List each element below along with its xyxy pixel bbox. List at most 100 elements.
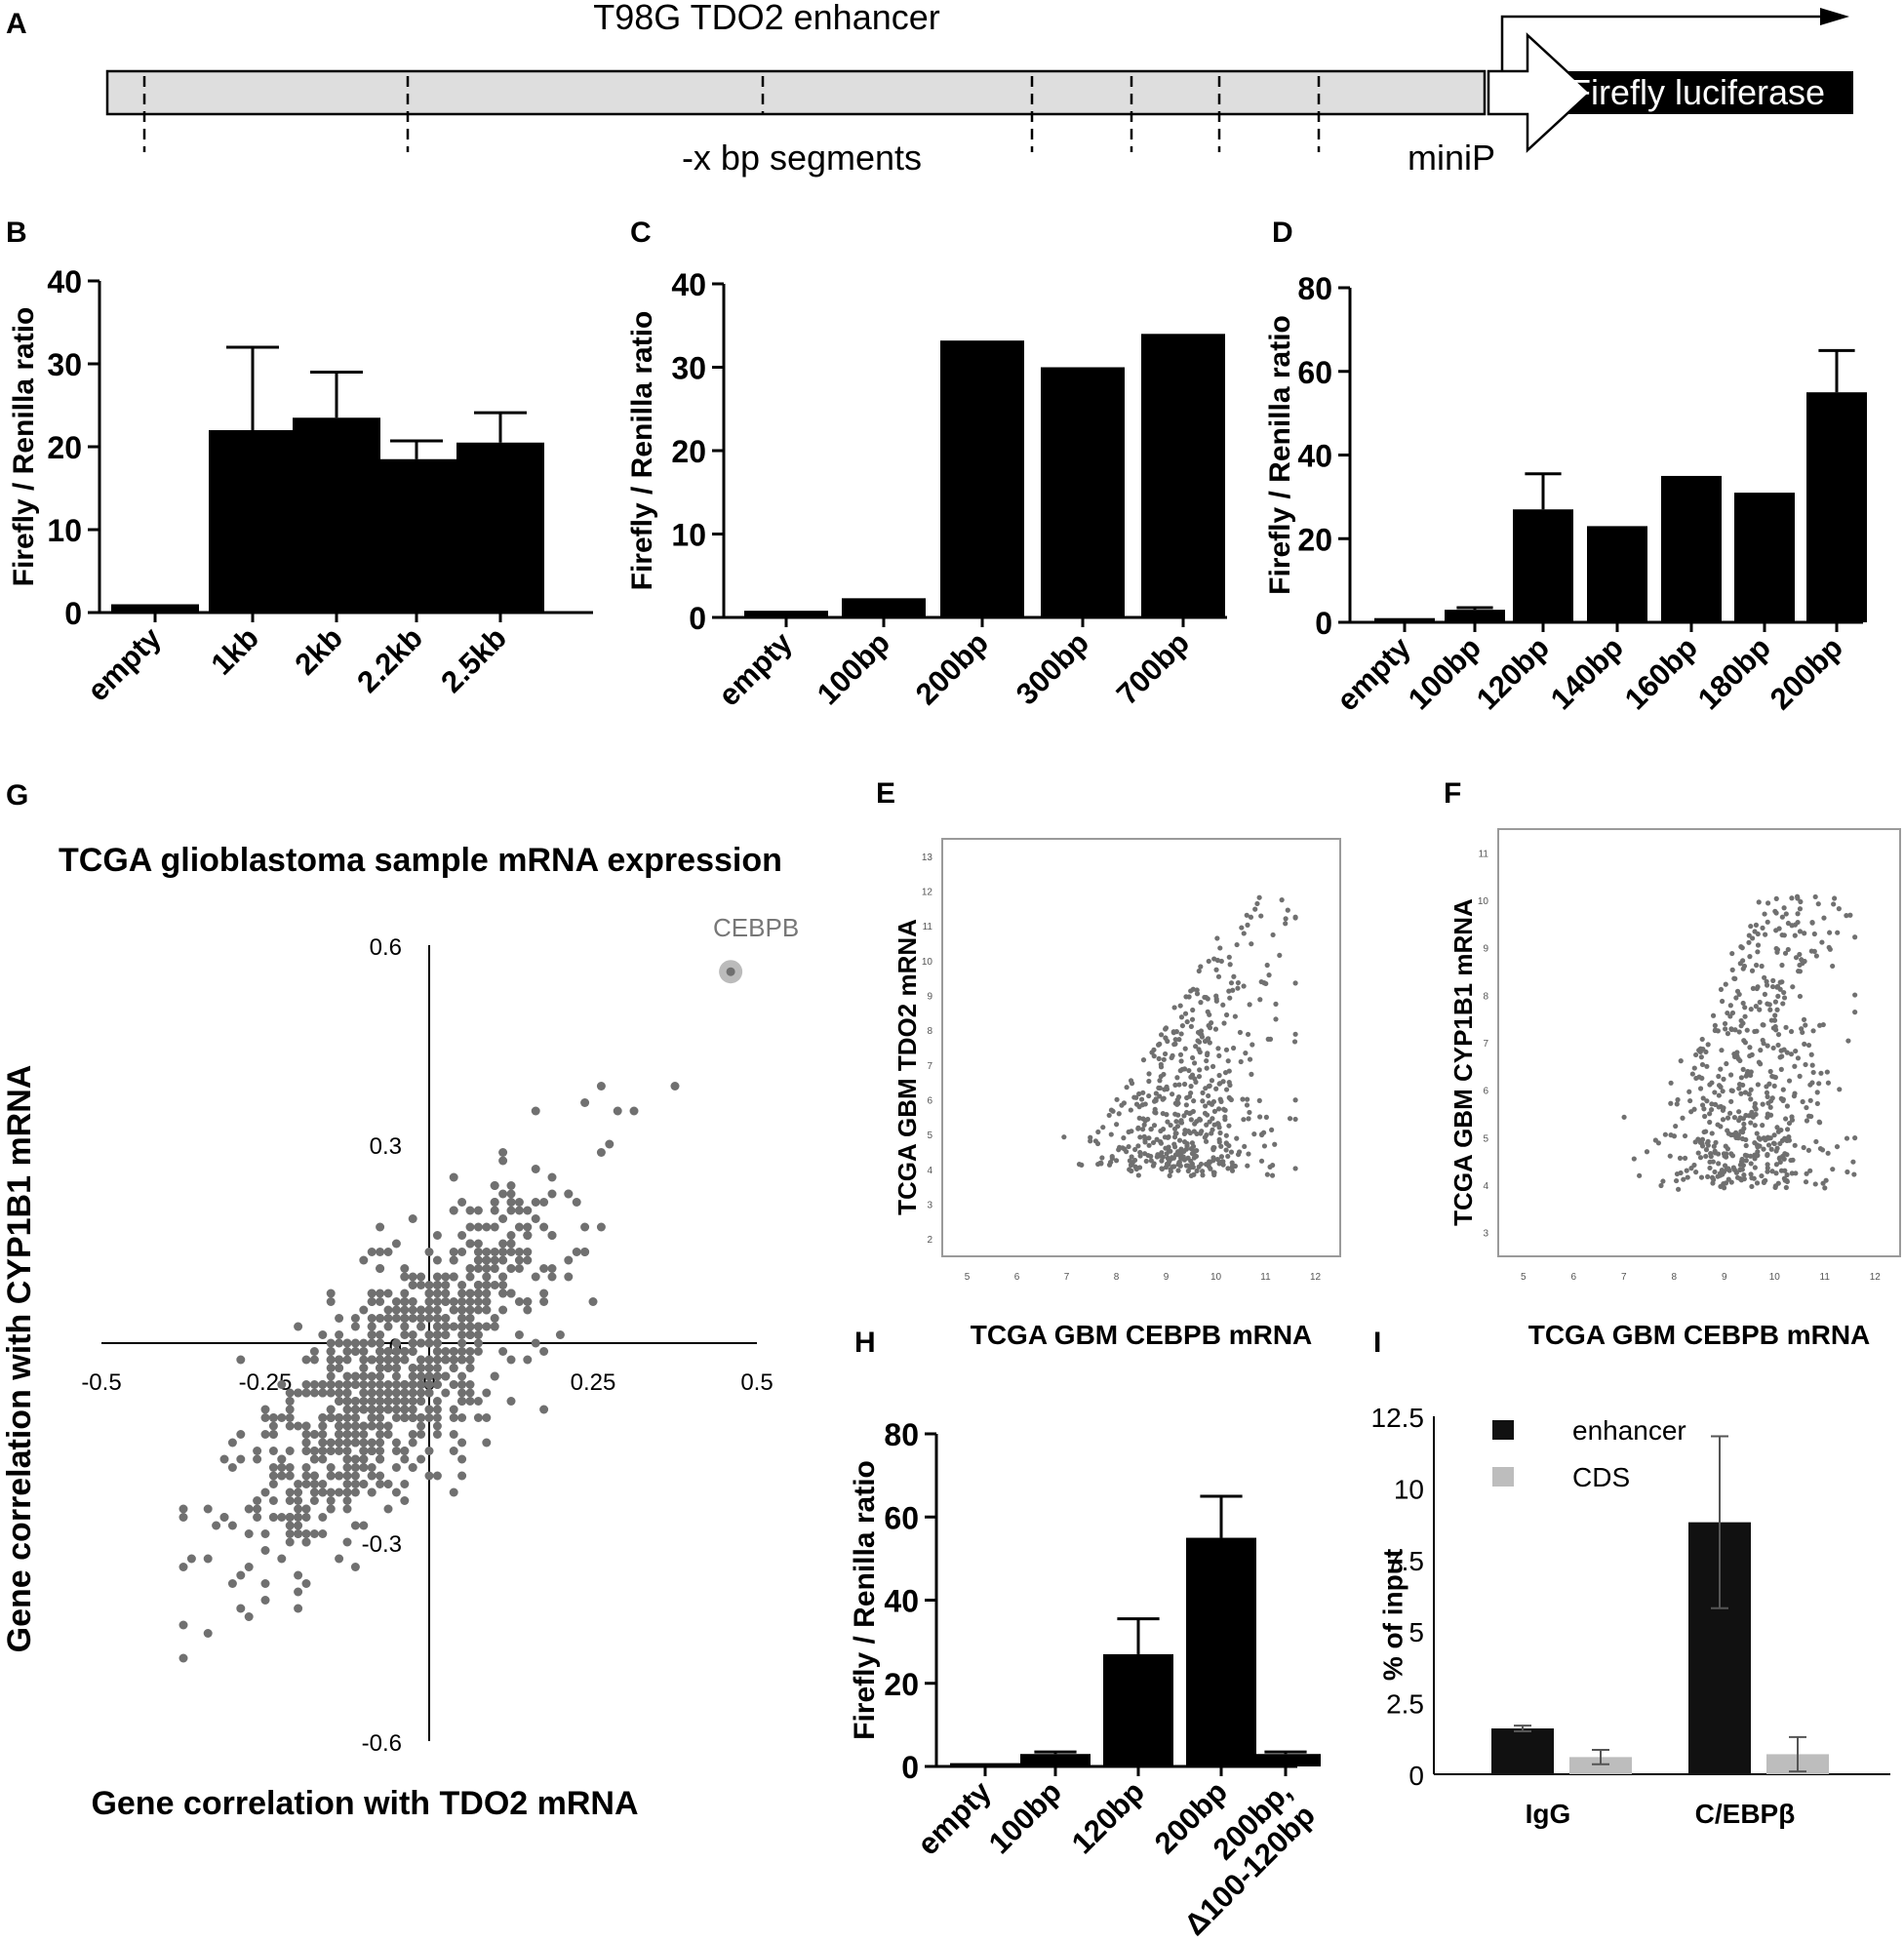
data-point: [1704, 1098, 1710, 1104]
y-tick-label: 60: [1297, 355, 1332, 390]
data-point: [1807, 1097, 1813, 1103]
data-point: [359, 1430, 369, 1439]
data-point: [294, 1421, 303, 1431]
data-point: [473, 1297, 483, 1306]
category-label: empty: [911, 1774, 999, 1862]
data-point: [318, 1388, 328, 1398]
data-point: [178, 1653, 188, 1663]
data-point: [376, 1248, 385, 1256]
data-point: [1759, 1172, 1765, 1179]
data-point: [294, 1388, 303, 1398]
data-point: [1741, 1176, 1747, 1182]
data-point: [1733, 995, 1739, 1001]
data-point: [1775, 1031, 1782, 1038]
data-point: [1755, 1082, 1761, 1088]
data-point: [457, 1314, 467, 1323]
data-point: [490, 1181, 499, 1190]
data-point: [367, 1322, 377, 1331]
data-point: [268, 1480, 278, 1488]
data-point: [1140, 1090, 1146, 1095]
data-point: [1218, 958, 1224, 965]
data-point: [400, 1330, 410, 1339]
data-point: [1164, 1084, 1170, 1090]
data-point: [498, 1239, 508, 1249]
category-label: 100bp: [982, 1774, 1068, 1860]
data-point: [1223, 1132, 1229, 1138]
data-point: [1741, 1121, 1747, 1128]
data-point: [1708, 1107, 1715, 1113]
segments-label: -x bp segments: [682, 138, 922, 178]
data-point: [1748, 923, 1754, 930]
data-point: [1778, 1168, 1785, 1173]
data-point: [1770, 1140, 1777, 1146]
data-point: [219, 1513, 229, 1522]
data-point: [1225, 1153, 1231, 1160]
category-label-line: empty: [712, 625, 800, 713]
data-point: [1128, 1078, 1134, 1084]
data-point: [416, 1305, 426, 1315]
data-point: [1811, 931, 1817, 937]
data-point: [531, 1106, 540, 1116]
data-point: [342, 1405, 352, 1414]
data-point: [1749, 968, 1756, 973]
data-point: [596, 1082, 606, 1090]
category-label: 1kb: [204, 620, 265, 682]
data-point: [376, 1264, 385, 1273]
data-point: [416, 1413, 426, 1422]
bar: [1491, 1728, 1554, 1774]
data-point: [1245, 1031, 1251, 1038]
data-point: [1291, 1039, 1298, 1045]
data-point: [498, 1148, 508, 1157]
category-label: 200bp,Δ100-120bp: [1154, 1774, 1322, 1942]
data-point: [482, 1413, 492, 1422]
data-point: [465, 1397, 475, 1406]
y-tick-label: 80: [884, 1417, 919, 1452]
data-point: [490, 1322, 499, 1331]
data-point: [376, 1380, 385, 1389]
data-point: [1223, 1087, 1230, 1092]
data-point: [1772, 1012, 1778, 1018]
data-point: [1761, 1179, 1767, 1185]
data-point: [1719, 1048, 1725, 1053]
data-point: [1776, 1155, 1783, 1161]
data-point: [1283, 916, 1289, 922]
data-point: [1769, 983, 1776, 990]
data-point: [1106, 1112, 1112, 1119]
data-point: [1844, 1169, 1850, 1175]
data-point: [408, 1371, 417, 1381]
data-point: [432, 1314, 442, 1323]
data-point: [1793, 1048, 1799, 1054]
data-point: [1204, 1065, 1210, 1071]
data-point: [1244, 912, 1250, 918]
data-point: [350, 1413, 360, 1422]
y-tick-label: 0: [901, 1750, 919, 1785]
data-point: [318, 1430, 328, 1439]
data-point: [1061, 1134, 1067, 1140]
data-point: [1697, 1155, 1704, 1161]
data-point: [1789, 1170, 1795, 1176]
x-tick-label: 10: [1769, 1272, 1781, 1283]
data-point: [1727, 1110, 1733, 1116]
data-point: [432, 1289, 442, 1298]
data-point: [301, 1380, 311, 1389]
data-point: [1218, 1143, 1224, 1149]
data-point: [1795, 911, 1801, 917]
data-point: [285, 1487, 295, 1497]
data-point: [1292, 1166, 1298, 1171]
data-point: [253, 1496, 262, 1505]
data-point: [1844, 913, 1849, 919]
data-point: [1830, 1167, 1836, 1172]
data-point: [1142, 1151, 1148, 1157]
chart-c: 0 10 20 30 40 Firefly / Renilla ratio empty 100…: [626, 267, 1227, 713]
data-point: [342, 1480, 352, 1488]
data-point: [326, 1364, 336, 1372]
data-point: [285, 1397, 295, 1406]
data-point: [294, 1604, 303, 1613]
data-point: [1774, 1007, 1780, 1012]
x-tick-label: 7: [1064, 1272, 1070, 1283]
data-point: [359, 1521, 369, 1530]
x-tick-label: 5: [965, 1272, 971, 1283]
data-point: [1805, 1147, 1811, 1153]
data-point: [1729, 967, 1735, 972]
data-point: [1712, 1169, 1718, 1175]
